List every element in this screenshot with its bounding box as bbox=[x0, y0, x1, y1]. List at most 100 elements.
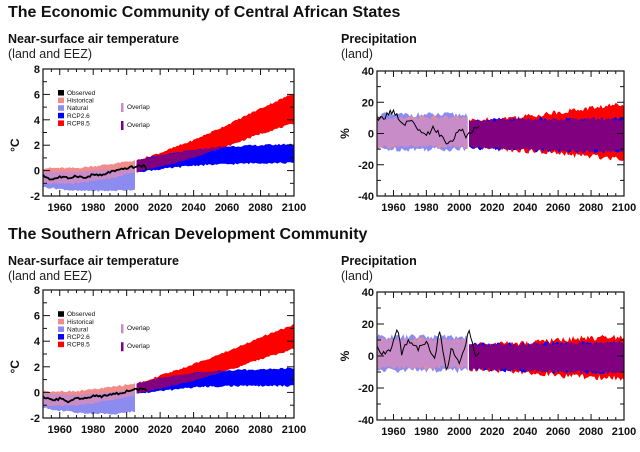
x-tick-label: 2100 bbox=[612, 426, 636, 438]
x-tick-label: 2060 bbox=[546, 426, 570, 438]
historical-natural-overlap bbox=[377, 116, 468, 148]
x-tick-label: 1960 bbox=[381, 426, 405, 438]
x-tick-label: 2020 bbox=[148, 424, 172, 436]
legend-swatch-overlap bbox=[121, 342, 124, 352]
observed-line bbox=[42, 163, 148, 181]
legend-label: Observed bbox=[67, 311, 96, 318]
panel-title-precipitation: Precipitation bbox=[341, 32, 417, 46]
y-tick-label: 0 bbox=[368, 351, 374, 363]
y-tick-label: 0 bbox=[34, 387, 40, 399]
x-tick-label: 1980 bbox=[81, 202, 105, 214]
panel-title-temperature: Near-surface air temperature bbox=[8, 32, 179, 46]
legend-label-overlap: Overlap bbox=[127, 104, 150, 111]
legend-label-overlap: Overlap bbox=[127, 343, 150, 350]
y-tick-label: -40 bbox=[358, 415, 374, 427]
y-tick-label: 2 bbox=[34, 140, 40, 152]
legend-label: Natural bbox=[67, 326, 89, 333]
rcp26-band bbox=[136, 367, 294, 394]
chart-sadc-temperature: 1960 1980 2000 2020 2040 2060 2080 2100 -2 0 2 4 6 8 °… bbox=[8, 285, 306, 436]
x-tick-label: 2020 bbox=[480, 202, 504, 214]
x-tick-label: 2080 bbox=[579, 426, 603, 438]
y-tick-label: -40 bbox=[358, 191, 374, 203]
region-title-eccas: The Economic Community of Central Africa… bbox=[8, 4, 401, 21]
y-axis-label: °C bbox=[8, 360, 22, 374]
legend-label: RCP8.5 bbox=[67, 342, 90, 349]
x-tick-label: 1960 bbox=[47, 202, 71, 214]
legend-label: Historical bbox=[67, 319, 94, 326]
x-tick-label: 2000 bbox=[114, 424, 138, 436]
y-tick-label: 40 bbox=[362, 287, 374, 299]
x-tick-label: 2100 bbox=[282, 424, 306, 436]
legend-label-overlap: Overlap bbox=[127, 325, 150, 332]
x-tick-label: 2100 bbox=[612, 202, 636, 214]
x-tick-label: 2000 bbox=[114, 202, 138, 214]
legend-swatch-historical bbox=[58, 97, 64, 104]
x-tick-label: 2000 bbox=[447, 202, 471, 214]
x-tick-label: 2040 bbox=[181, 202, 205, 214]
y-tick-label: 20 bbox=[362, 319, 374, 331]
rcp-overlap bbox=[469, 341, 624, 374]
legend-swatch-overlap bbox=[121, 121, 124, 131]
y-tick-label: 0 bbox=[368, 129, 374, 141]
legend-swatch-observed bbox=[58, 90, 64, 96]
panel-subtitle-precipitation: (land) bbox=[341, 47, 373, 61]
panel-title-precipitation: Precipitation bbox=[341, 254, 417, 268]
x-tick-label: 2060 bbox=[546, 202, 570, 214]
panel-subtitle-precipitation: (land) bbox=[341, 269, 373, 283]
region-title-sadc: The Southern African Development Communi… bbox=[8, 226, 368, 243]
legend-swatch-rcp85 bbox=[58, 341, 64, 348]
x-tick-label: 2100 bbox=[282, 202, 306, 214]
x-tick-label: 2060 bbox=[215, 202, 239, 214]
x-tick-label: 2000 bbox=[447, 426, 471, 438]
panel-title-temperature: Near-surface air temperature bbox=[8, 254, 179, 268]
x-tick-label: 2020 bbox=[148, 202, 172, 214]
y-tick-label: -2 bbox=[30, 191, 40, 203]
legend-swatch-overlap bbox=[121, 103, 124, 113]
y-axis-label: °C bbox=[8, 138, 22, 152]
x-tick-label: 1960 bbox=[47, 424, 71, 436]
legend-label: RCP2.6 bbox=[67, 334, 90, 341]
legend-swatch-rcp85 bbox=[58, 120, 64, 126]
x-tick-label: 2040 bbox=[513, 426, 537, 438]
y-tick-label: 2 bbox=[34, 362, 40, 374]
y-tick-label: 8 bbox=[34, 64, 40, 76]
legend-swatch-observed bbox=[58, 311, 64, 317]
legend-swatch-natural bbox=[58, 105, 64, 111]
x-tick-label: 1980 bbox=[81, 424, 105, 436]
legend-label: RCP8.5 bbox=[67, 120, 90, 127]
legend-label: Observed bbox=[67, 90, 96, 97]
x-tick-label: 1980 bbox=[414, 202, 438, 214]
x-tick-label: 2060 bbox=[215, 424, 239, 436]
y-tick-label: 6 bbox=[34, 89, 40, 101]
x-tick-label: 2020 bbox=[480, 426, 504, 438]
y-tick-label: 4 bbox=[34, 336, 41, 348]
panel-subtitle-temperature: (land and EEZ) bbox=[8, 269, 93, 283]
legend-label: RCP2.6 bbox=[67, 113, 90, 120]
y-axis-label: % bbox=[338, 128, 352, 139]
x-tick-label: 2040 bbox=[513, 202, 537, 214]
y-tick-label: 4 bbox=[34, 115, 41, 127]
chart-sadc-precipitation: 1960 1980 2000 2020 2040 2060 2080 2100-40-2002… bbox=[338, 287, 636, 438]
observed-line bbox=[42, 387, 148, 404]
chart-ecca-precipitation: 1960 1980 2000 2020 2040 2060 2080 2100-40-2002… bbox=[338, 66, 636, 214]
legend-swatch-historical bbox=[58, 318, 64, 325]
y-tick-label: -20 bbox=[358, 160, 374, 172]
legend-swatch-natural bbox=[58, 326, 64, 332]
rcp-overlap bbox=[136, 370, 228, 394]
legend-swatch-rcp26 bbox=[58, 112, 64, 119]
legend-swatch-rcp26 bbox=[58, 334, 64, 340]
rcp-overlap bbox=[136, 146, 228, 173]
x-tick-label: 2080 bbox=[579, 202, 603, 214]
x-tick-label: 2040 bbox=[181, 424, 205, 436]
chart-ecca-temperature: 1960 1980 2000 2020 2040 2060 2080 2100 -2 0 2 4 6 8 °… bbox=[8, 64, 306, 214]
y-tick-label: 40 bbox=[362, 66, 374, 78]
rcp-overlap bbox=[469, 117, 624, 153]
x-tick-label: 1980 bbox=[414, 426, 438, 438]
y-tick-label: 20 bbox=[362, 97, 374, 109]
y-tick-label: 0 bbox=[34, 166, 40, 178]
observed-line bbox=[376, 108, 480, 145]
y-tick-label: -2 bbox=[30, 413, 40, 425]
